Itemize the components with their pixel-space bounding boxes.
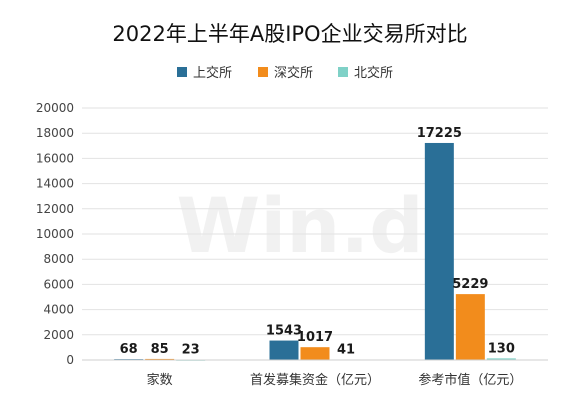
- category-label-1: 首发募集资金（亿元）: [250, 372, 380, 388]
- legend-label-szse: 深交所: [274, 65, 313, 81]
- watermark: Win.d: [176, 181, 423, 270]
- y-tick-label-18000: 18000: [36, 126, 74, 140]
- data-label-0-0: 68: [120, 342, 138, 357]
- bar-0-1: [145, 358, 175, 360]
- y-tick-label-16000: 16000: [36, 151, 74, 165]
- bar-1-0: [269, 340, 299, 360]
- legend-item-szse: 深交所: [258, 65, 313, 81]
- y-tick-label-14000: 14000: [36, 177, 74, 191]
- data-label-2-2: 130: [488, 341, 515, 356]
- y-tick-label-4000: 4000: [43, 303, 74, 317]
- y-tick-label-12000: 12000: [36, 202, 74, 216]
- bar-2-0: [424, 142, 454, 360]
- category-label-2: 参考市值（亿元）: [418, 372, 522, 388]
- x-axis: 家数 首发募集资金（亿元） 参考市值（亿元）: [82, 359, 548, 388]
- legend: 上交所 深交所 北交所: [177, 65, 393, 81]
- legend-label-sse: 上交所: [193, 65, 232, 81]
- y-tick-label-0: 0: [66, 353, 74, 367]
- legend-swatch-szse: [258, 67, 268, 77]
- data-label-2-0: 17225: [417, 126, 462, 141]
- data-label-2-1: 5229: [452, 277, 488, 292]
- y-tick-label-20000: 20000: [36, 101, 74, 115]
- grid-layer: [82, 107, 548, 361]
- data-label-0-1: 85: [151, 342, 169, 357]
- bar-2-2: [486, 358, 516, 360]
- legend-label-bse: 北交所: [354, 65, 393, 81]
- data-label-1-1: 1017: [297, 330, 333, 345]
- y-tick-label-8000: 8000: [43, 252, 74, 266]
- y-tick-label-2000: 2000: [43, 328, 74, 342]
- y-tick-label-10000: 10000: [36, 227, 74, 241]
- legend-item-bse: 北交所: [338, 65, 393, 81]
- legend-swatch-bse: [338, 67, 348, 77]
- legend-item-sse: 上交所: [177, 65, 232, 81]
- bar-2-1: [455, 294, 485, 360]
- legend-swatch-sse: [177, 67, 187, 77]
- watermark-text: Win.d: [176, 181, 423, 270]
- data-label-1-0: 1543: [266, 324, 302, 339]
- data-label-0-2: 23: [182, 343, 200, 358]
- bar-1-1: [300, 347, 330, 360]
- data-label-1-2: 41: [337, 342, 355, 357]
- chart-title: 2022年上半年A股IPO企业交易所对比: [112, 22, 467, 46]
- y-tick-label-6000: 6000: [43, 277, 74, 291]
- y-axis: 0 2000 4000 6000 8000 10000 12000 14000 16000 180…: [36, 101, 74, 367]
- category-label-0: 家数: [147, 372, 173, 388]
